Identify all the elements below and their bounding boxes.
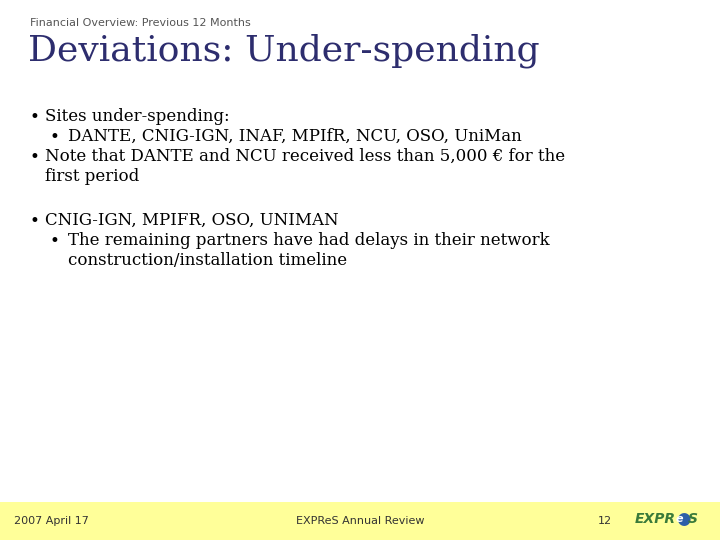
- Text: DANTE, CNIG-IGN, INAF, MPIfR, NCU, OSO, UniMan: DANTE, CNIG-IGN, INAF, MPIfR, NCU, OSO, …: [68, 128, 522, 145]
- Bar: [0, 502, 720, 540]
- Text: e: e: [676, 514, 683, 524]
- Text: •: •: [50, 128, 60, 146]
- Text: Deviations: Under-spending: Deviations: Under-spending: [28, 33, 539, 68]
- Text: Note that DANTE and NCU received less than 5,000 € for the: Note that DANTE and NCU received less th…: [45, 148, 565, 165]
- Text: S: S: [688, 512, 698, 526]
- Text: ●: ●: [676, 510, 690, 528]
- Text: •: •: [30, 148, 40, 166]
- Text: EXPR: EXPR: [635, 512, 676, 526]
- Text: Sites under-spending:: Sites under-spending:: [45, 108, 230, 125]
- Text: •: •: [30, 108, 40, 126]
- Text: •: •: [30, 212, 40, 230]
- Text: •: •: [50, 232, 60, 250]
- Text: 2007 April 17: 2007 April 17: [14, 516, 89, 526]
- Text: The remaining partners have had delays in their network: The remaining partners have had delays i…: [68, 232, 549, 249]
- Text: first period: first period: [45, 168, 139, 185]
- Text: Financial Overview: Previous 12 Months: Financial Overview: Previous 12 Months: [30, 18, 251, 28]
- Text: CNIG-IGN, MPIFR, OSO, UNIMAN: CNIG-IGN, MPIFR, OSO, UNIMAN: [45, 212, 338, 229]
- Text: construction/installation timeline: construction/installation timeline: [68, 252, 347, 269]
- Text: 12: 12: [598, 516, 612, 526]
- Text: EXPReS Annual Review: EXPReS Annual Review: [296, 516, 424, 526]
